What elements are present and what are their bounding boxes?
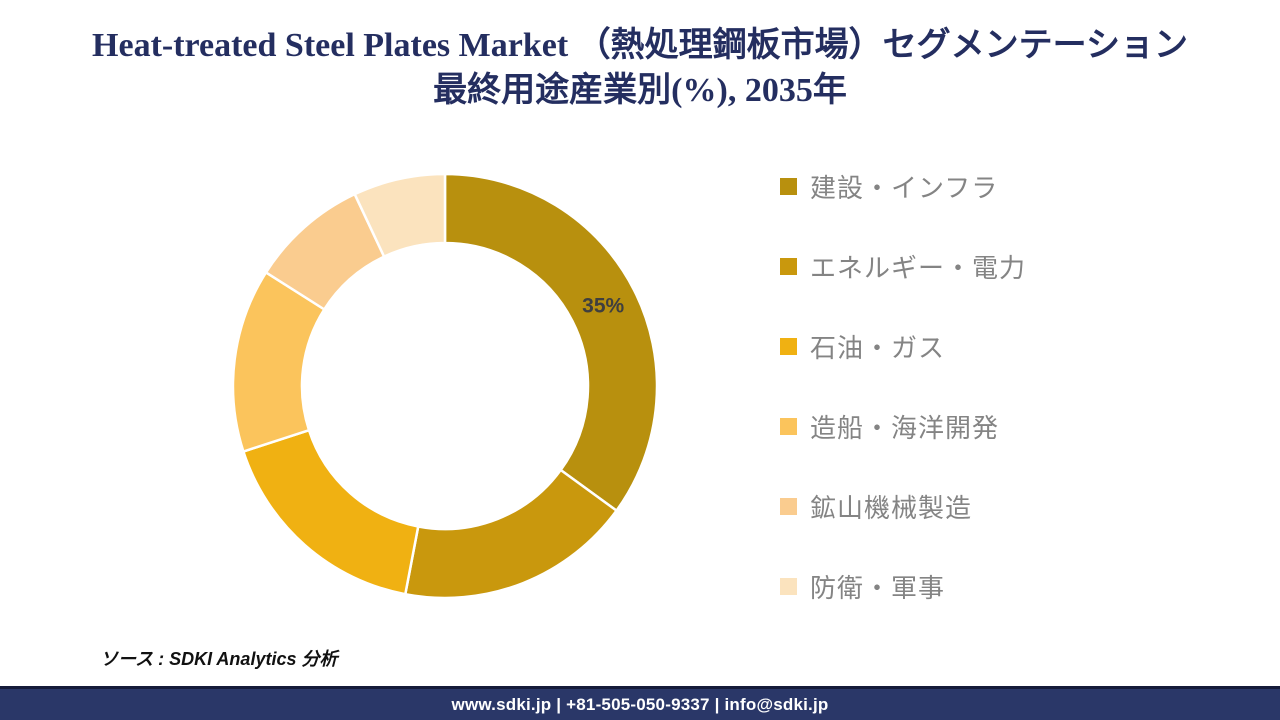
legend: 建設・インフラ エネルギー・電力 石油・ガス造船・海洋開発 鉱山機械製造 防衛・軍事: [780, 169, 1026, 603]
legend-item-2: 石油・ガス: [780, 329, 1026, 363]
footer-bar: www.sdki.jp | +81-505-050-9337 | info@sd…: [0, 686, 1280, 720]
legend-swatch-icon: [780, 417, 797, 435]
page-title: Heat-treated Steel Plates Market （熱処理鋼板市…: [0, 24, 1280, 114]
legend-swatch-icon: [780, 337, 797, 355]
legend-label: 防衛・軍事: [810, 572, 946, 603]
donut-segment-2: [242, 428, 420, 596]
footer-text: www.sdki.jp | +81-505-050-9337 | info@sd…: [451, 694, 829, 714]
slice-data-label-0: 35%: [582, 294, 624, 317]
donut-chart-svg: 35%: [231, 172, 659, 600]
legend-item-4: 鉱山機械製造: [780, 489, 1026, 523]
legend-swatch-icon: [780, 497, 797, 515]
legend-item-5: 防衛・軍事: [780, 569, 1026, 603]
donut-segment-0: [443, 172, 659, 512]
legend-item-1: エネルギー・電力: [780, 249, 1026, 283]
legend-label: 鉱山機械製造: [810, 492, 973, 523]
donut-segment-1: [404, 468, 618, 600]
legend-item-0: 建設・インフラ: [780, 169, 1026, 203]
legend-label: 建設・インフラ: [810, 172, 999, 203]
legend-swatch-icon: [780, 577, 797, 595]
donut-chart: 35%: [225, 166, 665, 606]
donut-segment-5: [353, 172, 447, 258]
legend-swatch-icon: [780, 177, 797, 195]
legend-swatch-icon: [780, 257, 797, 275]
source-note: ソース : SDKI Analytics 分析: [100, 649, 338, 669]
legend-label: 石油・ガス: [810, 332, 946, 363]
page-title-line-1: Heat-treated Steel Plates Market （熱処理鋼板市…: [92, 27, 1188, 64]
page-title-line-2: 最終用途産業別(%), 2035年: [433, 71, 847, 109]
legend-item-3: 造船・海洋開発: [780, 409, 1026, 443]
legend-label: エネルギー・電力: [810, 252, 1027, 283]
legend-label: 造船・海洋開発: [810, 412, 1000, 443]
